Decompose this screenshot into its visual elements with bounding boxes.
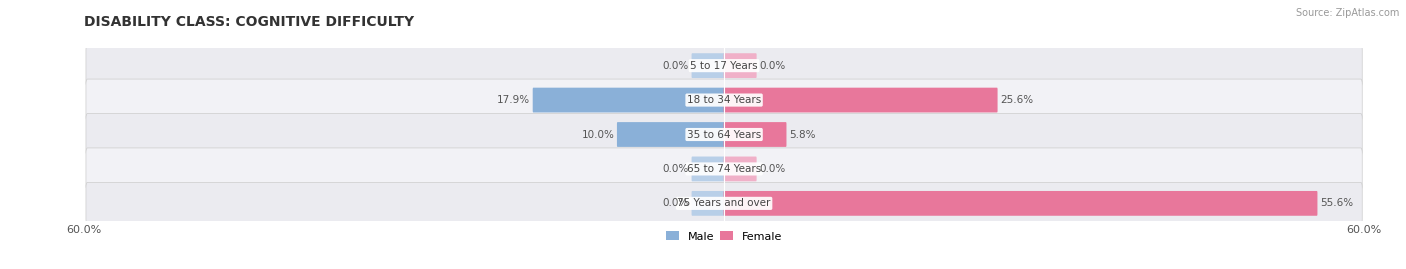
FancyBboxPatch shape [86, 148, 1362, 190]
FancyBboxPatch shape [724, 157, 756, 181]
Text: Source: ZipAtlas.com: Source: ZipAtlas.com [1295, 8, 1399, 18]
Text: 5 to 17 Years: 5 to 17 Years [690, 61, 758, 71]
Text: 55.6%: 55.6% [1320, 198, 1353, 208]
Text: 0.0%: 0.0% [662, 61, 689, 71]
FancyBboxPatch shape [724, 122, 786, 147]
Text: 18 to 34 Years: 18 to 34 Years [688, 95, 761, 105]
FancyBboxPatch shape [724, 53, 756, 78]
Text: 75 Years and over: 75 Years and over [678, 198, 770, 208]
Text: 65 to 74 Years: 65 to 74 Years [688, 164, 761, 174]
FancyBboxPatch shape [86, 45, 1362, 87]
Text: 5.8%: 5.8% [789, 129, 815, 140]
FancyBboxPatch shape [86, 114, 1362, 155]
Legend: Male, Female: Male, Female [661, 227, 787, 246]
Text: 0.0%: 0.0% [759, 61, 786, 71]
FancyBboxPatch shape [692, 157, 724, 181]
Text: 0.0%: 0.0% [662, 198, 689, 208]
FancyBboxPatch shape [724, 88, 998, 112]
Text: 25.6%: 25.6% [1000, 95, 1033, 105]
FancyBboxPatch shape [692, 191, 724, 216]
Text: 0.0%: 0.0% [662, 164, 689, 174]
FancyBboxPatch shape [617, 122, 724, 147]
Text: 10.0%: 10.0% [582, 129, 614, 140]
FancyBboxPatch shape [86, 182, 1362, 224]
FancyBboxPatch shape [86, 79, 1362, 121]
Text: 35 to 64 Years: 35 to 64 Years [688, 129, 761, 140]
FancyBboxPatch shape [724, 191, 1317, 216]
Text: 0.0%: 0.0% [759, 164, 786, 174]
Text: 17.9%: 17.9% [496, 95, 530, 105]
FancyBboxPatch shape [533, 88, 724, 112]
Text: DISABILITY CLASS: COGNITIVE DIFFICULTY: DISABILITY CLASS: COGNITIVE DIFFICULTY [84, 16, 415, 30]
FancyBboxPatch shape [692, 53, 724, 78]
